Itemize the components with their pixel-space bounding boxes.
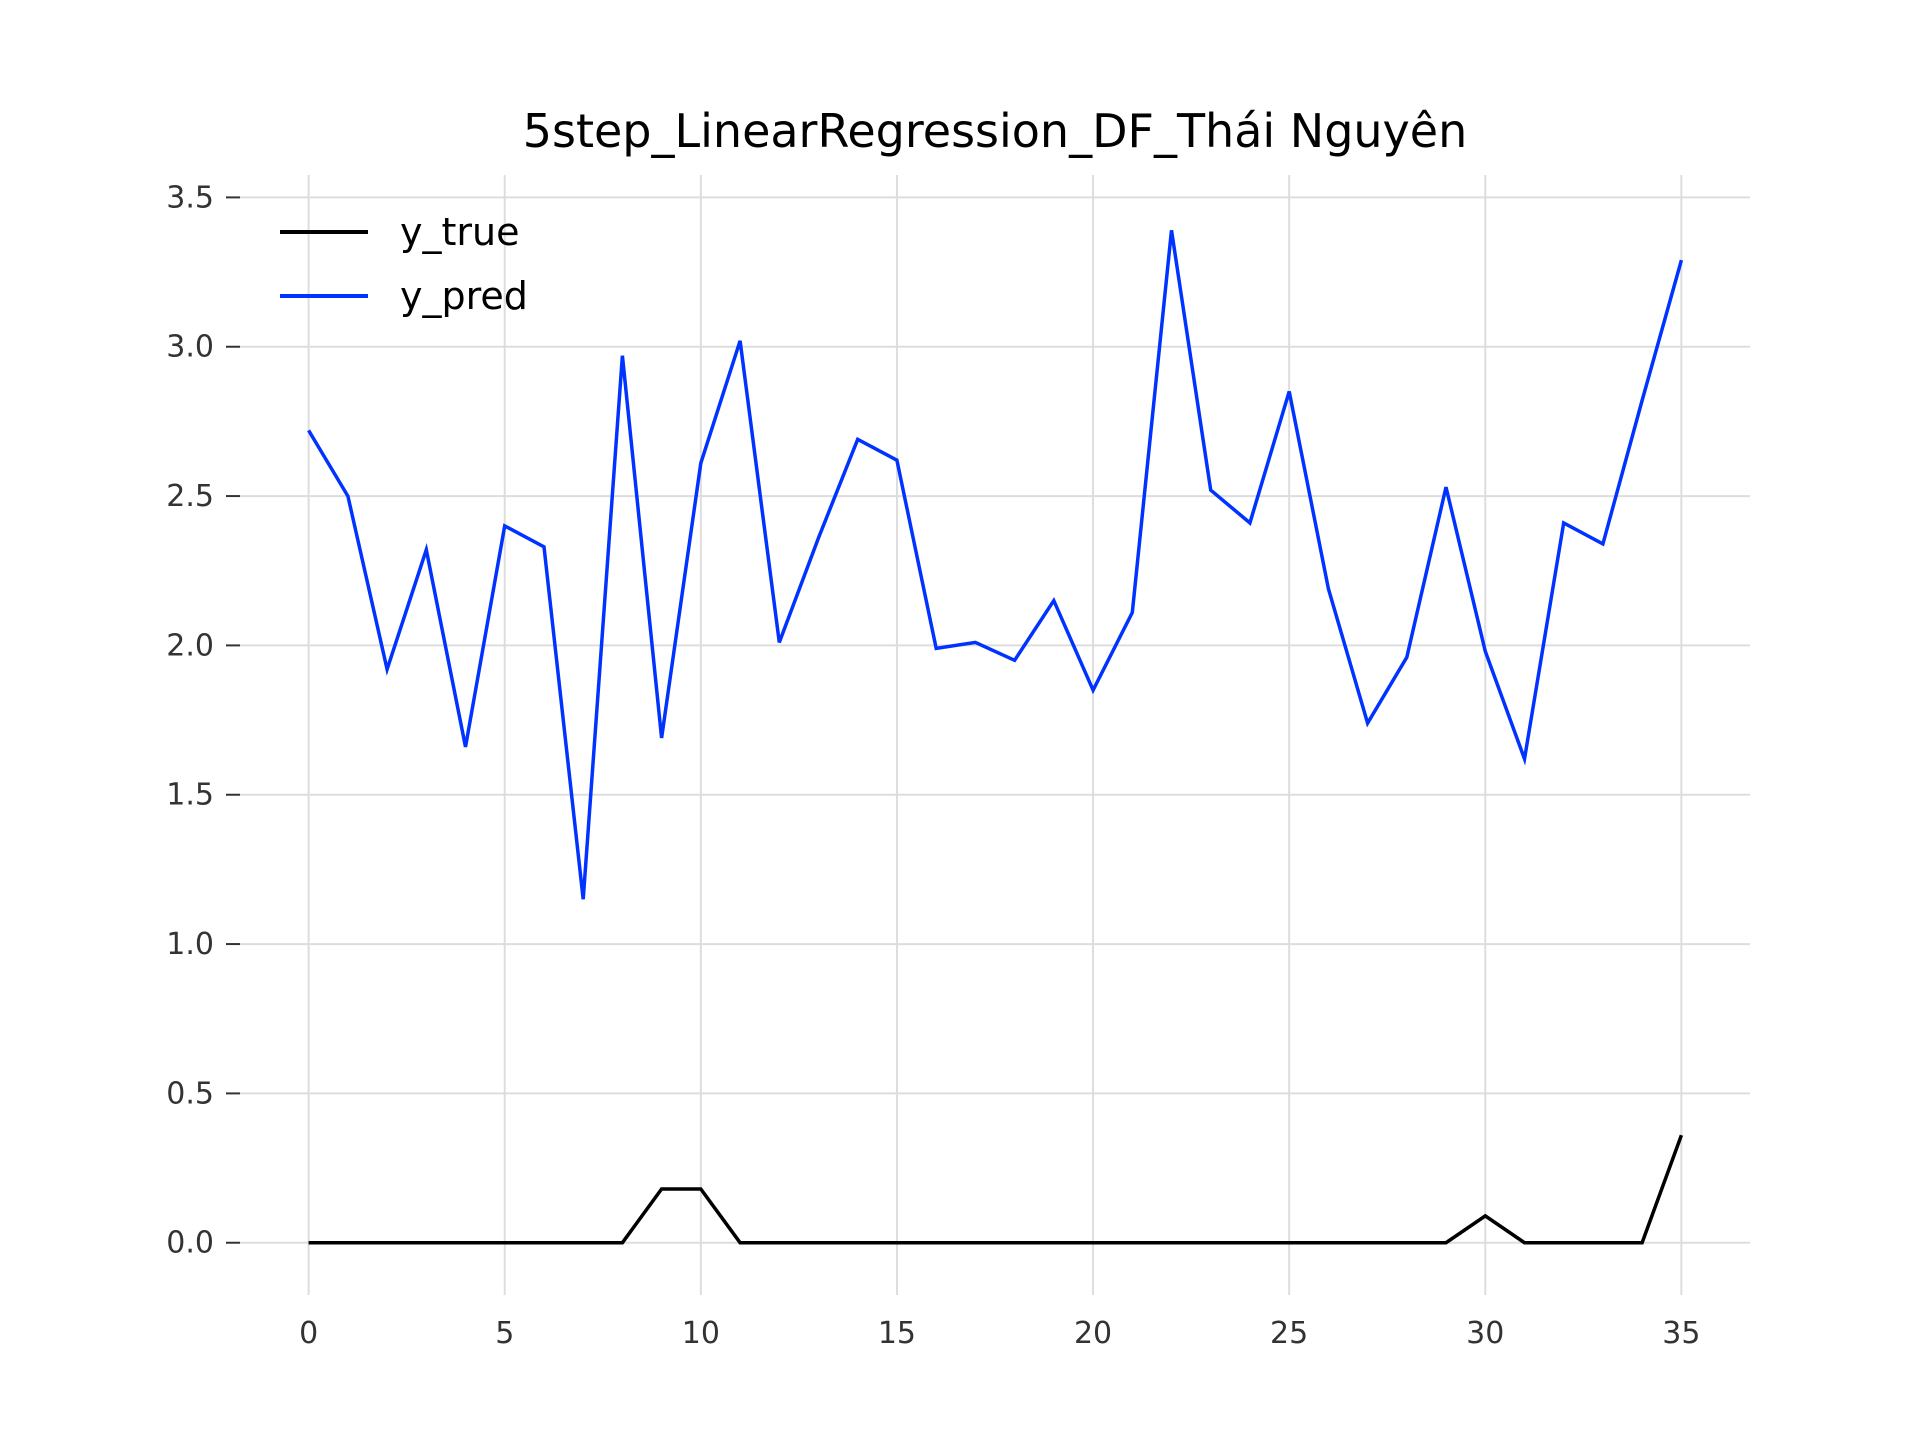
y-tick-label: 3.0 xyxy=(166,330,214,365)
y-tick-label: 1.0 xyxy=(166,927,214,962)
y-tick-label: 2.5 xyxy=(166,479,214,514)
x-tick-label: 5 xyxy=(495,1316,514,1351)
y-tick-label: 0.5 xyxy=(166,1076,214,1111)
legend: y_true y_pred xyxy=(280,210,528,318)
x-tick-label: 25 xyxy=(1270,1316,1308,1351)
legend-label-y-true: y_true xyxy=(400,210,519,254)
x-tick-label: 10 xyxy=(682,1316,720,1351)
series-line-y-true xyxy=(308,1134,1684,1245)
chart-title: 5step_LinearRegression_DF_Thái Nguyên xyxy=(523,104,1468,158)
y-tick-label: 0.0 xyxy=(166,1226,214,1261)
x-tick-label: 0 xyxy=(299,1316,318,1351)
series-line-y-pred xyxy=(307,230,1684,900)
x-tick-label: 35 xyxy=(1662,1316,1700,1351)
x-tick-label: 20 xyxy=(1074,1316,1112,1351)
x-tick-label: 30 xyxy=(1466,1316,1504,1351)
legend-label-y-pred: y_pred xyxy=(400,274,528,318)
x-tick-label: 15 xyxy=(878,1316,916,1351)
axes: 0 5 10 15 20 25 30 35 0.0 0.5 1.0 1.5 2.0 2.5 3.0 3.5 xyxy=(166,180,1700,1351)
y-tick-label: 3.5 xyxy=(166,180,214,215)
y-tick-label: 2.0 xyxy=(166,628,214,663)
grid-lines xyxy=(240,175,1750,1295)
y-tick-label: 1.5 xyxy=(166,778,214,813)
series-lines xyxy=(307,230,1684,1245)
